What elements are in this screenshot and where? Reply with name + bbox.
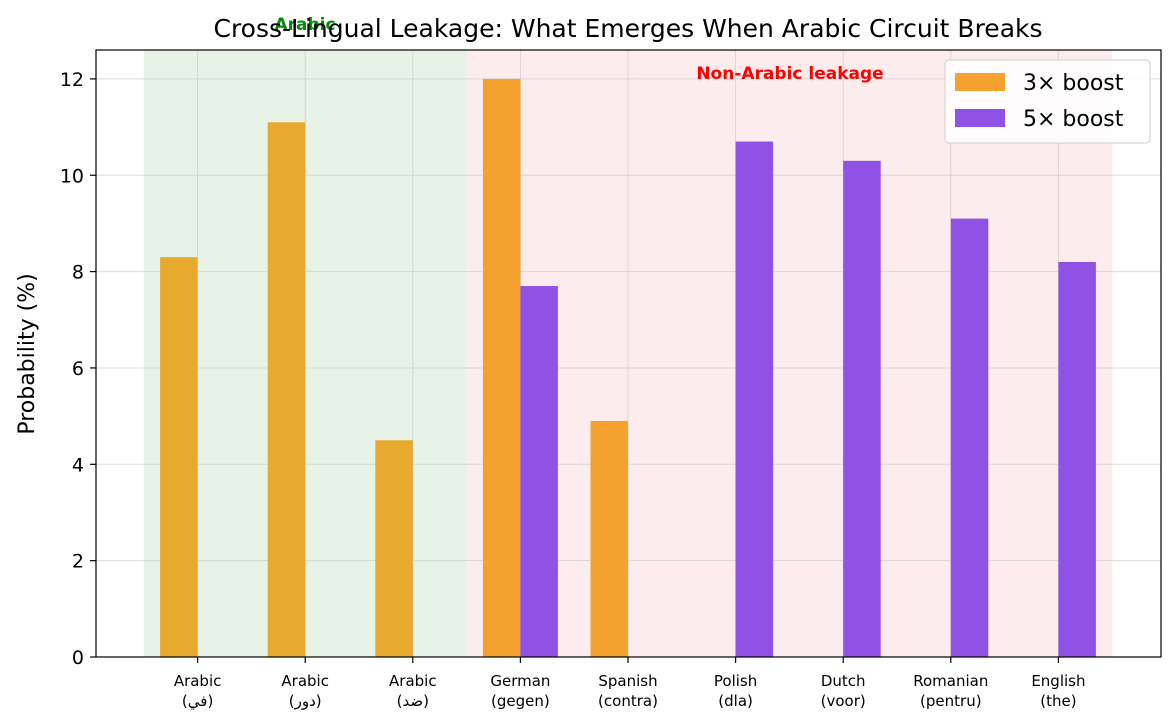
bar-5x-5 <box>735 141 774 658</box>
x-tick-label: Spanish <box>598 672 657 690</box>
bar-3x-4 <box>590 420 628 657</box>
x-tick-label: Dutch <box>821 672 866 690</box>
region-band <box>466 50 1113 657</box>
x-tick-sublabel: (dla) <box>718 692 753 710</box>
x-tick-sublabel: (دور) <box>289 692 322 710</box>
bars <box>160 78 1096 658</box>
region-label-leakage: Non-Arabic leakage <box>696 64 883 84</box>
bar-5x-7 <box>950 218 989 657</box>
region-label-arabic: Arabic <box>274 15 335 35</box>
bar-3x-0 <box>160 257 198 657</box>
y-tick-label: 4 <box>72 454 84 476</box>
y-tick-label: 8 <box>72 262 84 284</box>
bar-3x-2 <box>375 440 413 657</box>
y-tick-label: 0 <box>72 647 84 669</box>
y-tick-label: 6 <box>72 358 84 380</box>
bar-5x-6 <box>843 160 881 658</box>
y-axis: 0 2 4 6 8 10 12 <box>60 69 96 669</box>
x-tick-label: Polish <box>714 672 757 690</box>
y-tick-label: 12 <box>60 69 84 91</box>
x-tick-sublabel: (contra) <box>598 692 658 710</box>
x-tick-sublabel: (voor) <box>821 692 866 710</box>
region-labels: Arabic Non-Arabic leakage <box>274 15 883 84</box>
y-tick-label: 2 <box>72 551 84 573</box>
x-tick-label: German <box>490 672 550 690</box>
y-axis-label: Probability (%) <box>15 273 40 434</box>
x-tick-sublabel: (the) <box>1040 692 1076 710</box>
x-tick-label: Arabic <box>281 672 329 690</box>
bar-5x-3 <box>520 286 558 657</box>
legend-swatch-3x <box>955 73 1005 91</box>
legend-label-5x: 5× boost <box>1023 107 1124 132</box>
x-axis: Arabic (في) Arabic (دور) Arabic (ضد) German (ge… <box>174 657 1085 711</box>
y-tick-label: 10 <box>60 165 84 187</box>
x-tick-sublabel: (gegen) <box>491 692 550 710</box>
x-tick-label: Romanian <box>913 672 988 690</box>
x-tick-label: English <box>1031 672 1085 690</box>
bar-3x-1 <box>267 122 306 657</box>
bar-5x-8 <box>1058 261 1096 657</box>
x-tick-sublabel: (في) <box>182 692 213 711</box>
x-tick-label: Arabic <box>389 672 437 690</box>
legend-swatch-5x <box>955 109 1005 127</box>
chart-title: Cross-Lingual Leakage: What Emerges When… <box>213 14 1042 43</box>
x-tick-sublabel: (pentru) <box>920 692 982 710</box>
legend-label-3x: 3× boost <box>1023 71 1124 96</box>
legend: 3× boost 5× boost <box>944 59 1151 144</box>
x-tick-label: Arabic <box>174 672 222 690</box>
x-tick-sublabel: (ضد) <box>397 692 429 710</box>
bar-3x-3 <box>482 78 521 657</box>
